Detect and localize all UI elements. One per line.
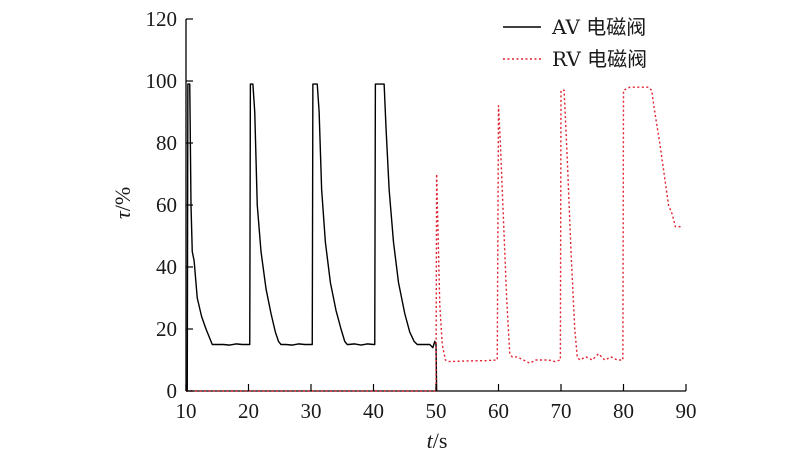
x-tick-label: 50 [426, 399, 447, 423]
x-tick-label: 30 [301, 399, 322, 423]
x-tick-label: 40 [363, 399, 384, 423]
y-tick-label: 20 [156, 317, 177, 341]
y-tick-label: 80 [156, 131, 177, 155]
x-tick-label: 10 [176, 399, 197, 423]
ticks-layer: 10 20 30 40 50 60 70 80 90 0 20 40 60 80 100 120 [146, 7, 697, 423]
y-tick-label: 120 [146, 7, 178, 31]
x-tick-label: 70 [551, 399, 572, 423]
y-tick-label: 60 [156, 193, 177, 217]
x-axis-label: t/s [427, 428, 448, 453]
y-axis-label: τ/% [110, 187, 135, 219]
series-av-line [186, 83, 438, 392]
legend-label-av: AV 电磁阀 [551, 15, 646, 39]
series-layer [186, 83, 682, 392]
axes [185, 19, 686, 392]
x-tick-label: 60 [488, 399, 509, 423]
x-tick-label: 90 [676, 399, 697, 423]
x-tick-label: 80 [613, 399, 634, 423]
y-tick-label: 100 [146, 69, 178, 93]
legend-label-rv: RV 电磁阀 [552, 47, 647, 71]
x-tick-label: 20 [238, 399, 259, 423]
y-tick-label: 40 [156, 255, 177, 279]
legend: AV 电磁阀 RV 电磁阀 [503, 15, 647, 71]
y-tick-label: 0 [167, 379, 178, 403]
